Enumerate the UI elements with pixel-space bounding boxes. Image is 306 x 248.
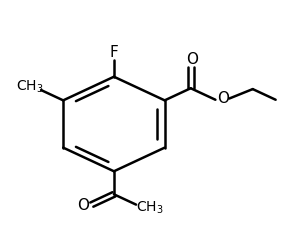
Text: O: O — [186, 52, 198, 67]
Text: CH$_3$: CH$_3$ — [136, 199, 163, 216]
Text: CH$_3$: CH$_3$ — [16, 78, 43, 95]
Text: O: O — [77, 198, 89, 213]
Text: O: O — [218, 91, 230, 106]
Text: F: F — [110, 45, 118, 61]
